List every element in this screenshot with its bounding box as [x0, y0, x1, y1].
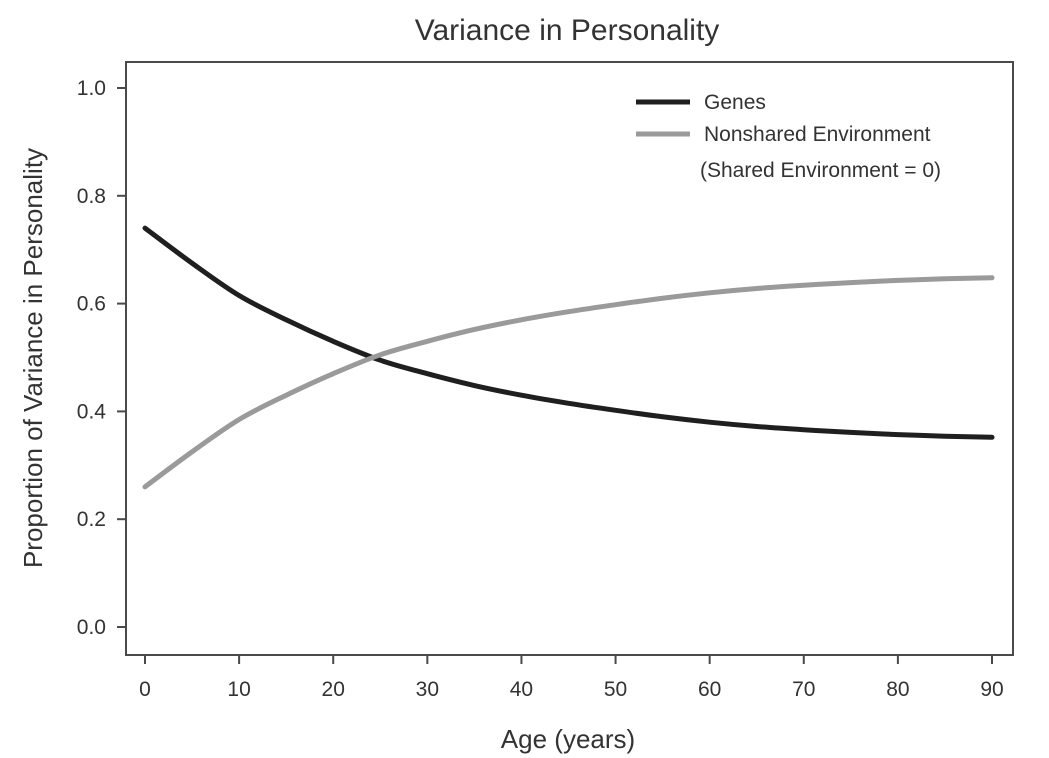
- plot-frame: [125, 61, 1014, 656]
- x-tick-label: 40: [510, 678, 533, 701]
- chart-title: Variance in Personality: [415, 14, 720, 47]
- y-tick-label: 0.0: [77, 616, 106, 639]
- y-axis: 0.0 0.2 0.4 0.6 0.8 1.0: [77, 77, 126, 639]
- series-lines: [142, 225, 995, 490]
- y-tick-label: 0.2: [77, 508, 106, 531]
- legend-label-nonshared: Nonshared Environment: [704, 123, 931, 146]
- series-line-nonshared-environment: [142, 275, 995, 490]
- x-tick-label: 80: [886, 678, 909, 701]
- x-tick-label: 30: [416, 678, 439, 701]
- legend: Genes Nonshared Environment (Shared Envi…: [636, 91, 941, 182]
- series-line-genes: [142, 225, 995, 440]
- x-axis: 0 10 20 30 40 50 60 70 80 90: [139, 655, 1004, 701]
- y-axis-label: Proportion of Variance in Personality: [18, 148, 48, 568]
- x-tick-label: 10: [227, 678, 250, 701]
- legend-note: (Shared Environment = 0): [700, 159, 941, 182]
- x-tick-label: 0: [139, 678, 151, 701]
- x-tick-label: 90: [980, 678, 1003, 701]
- y-tick-label: 0.6: [77, 293, 106, 316]
- y-tick-label: 0.8: [77, 185, 106, 208]
- x-axis-label: Age (years): [501, 724, 635, 754]
- x-tick-label: 50: [604, 678, 627, 701]
- legend-label-genes: Genes: [704, 91, 766, 114]
- x-tick-label: 70: [792, 678, 815, 701]
- x-tick-label: 20: [322, 678, 345, 701]
- y-tick-label: 1.0: [77, 77, 106, 100]
- x-tick-label: 60: [698, 678, 721, 701]
- y-tick-label: 0.4: [77, 400, 107, 423]
